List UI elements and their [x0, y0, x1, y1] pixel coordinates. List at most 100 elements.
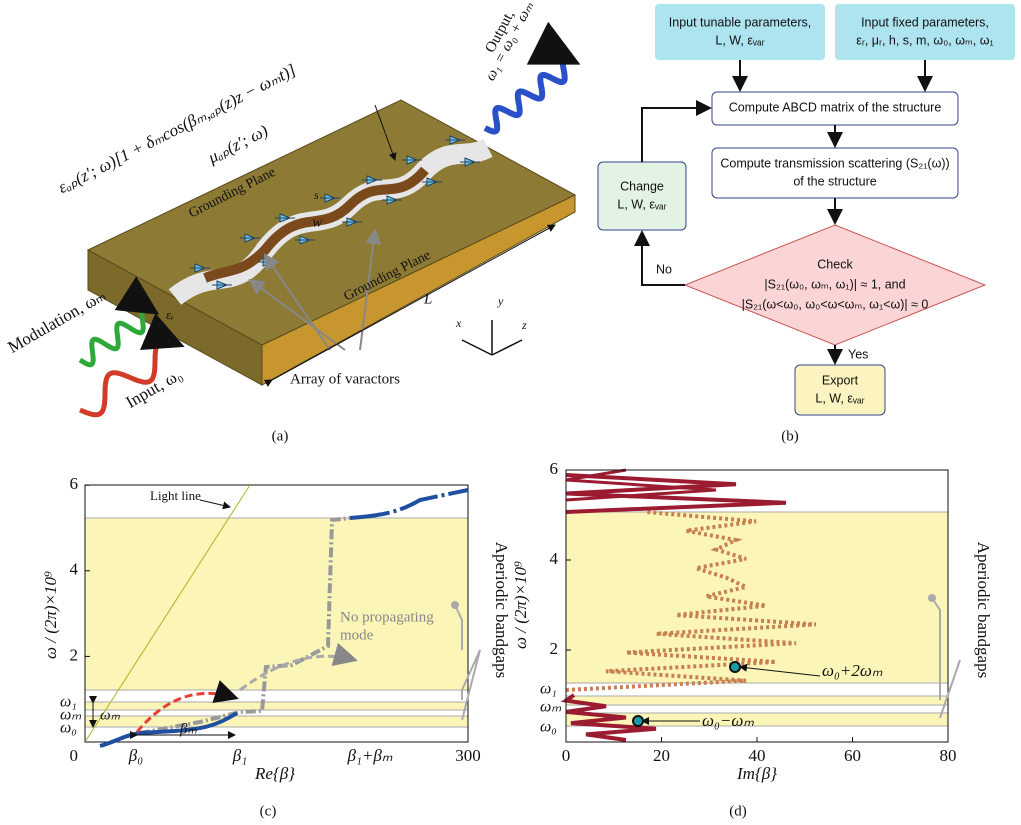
transition: [135, 680, 239, 733]
leader: [939, 659, 961, 719]
axes-frame: [84, 484, 469, 743]
node-box: [794, 364, 886, 416]
panel-a: Output, ω₁ = ω₀ + ωₘ εₐₚ(z′; ω)[1 + δₘco…: [4, 0, 581, 444]
node-text: Compute transmission scattering (S₂₁(ω)): [720, 156, 949, 170]
waveguide-core: [203, 166, 429, 283]
x-tick-label: 80: [940, 746, 957, 765]
arrow: [641, 100, 712, 162]
s-label: s: [314, 188, 319, 202]
frequency-label: ω₀: [60, 720, 77, 737]
wave: [78, 276, 160, 368]
panel-label: (a): [272, 428, 289, 444]
panel-b: Input tunable parameters, L, W, εᵥₐᵣ Input…: [597, 4, 1015, 444]
y-tick-label: 2: [70, 645, 79, 664]
axis: [491, 339, 523, 356]
no-label: No: [656, 262, 672, 276]
node-text: Input fixed parameters,: [861, 15, 989, 29]
x-axis-label: Im{β}: [736, 764, 777, 783]
annotation: No propagating: [340, 609, 434, 625]
annotation: Light line: [150, 488, 201, 503]
frequency-label: ωₘ: [540, 699, 561, 716]
bandgap: [565, 511, 949, 684]
y-tick-label: 0: [70, 746, 79, 765]
panel-label: (d): [729, 803, 747, 819]
node-text: L, W, εᵥₐᵣ: [815, 391, 864, 405]
beta-label: β₁+βₘ: [347, 746, 393, 765]
arrow: [739, 663, 821, 677]
leader-dot: [451, 601, 459, 609]
y-tick-label: 6: [550, 459, 559, 478]
node-text: Check: [817, 257, 853, 271]
frequency-label: ω₀: [540, 719, 557, 736]
frequency-label: ω₁: [540, 681, 557, 698]
curve: [560, 693, 657, 742]
axis: [461, 339, 493, 356]
frequency-label: ω₁: [60, 694, 77, 711]
leader: [461, 649, 481, 721]
y-tick-label: 2: [550, 639, 559, 658]
x-tick-label: 300: [455, 746, 481, 765]
node-text: of the structure: [793, 174, 876, 188]
bandgap: [84, 715, 469, 728]
node-text: L, W, εᵥₐᵣ: [617, 197, 666, 211]
axis-z: z: [521, 318, 527, 332]
bandgap: [84, 517, 469, 691]
arrow: [374, 104, 397, 161]
annotation: ω₀+2ωₘ: [822, 661, 883, 680]
node-box: [597, 161, 687, 231]
marker: [729, 661, 741, 673]
curve: [139, 516, 351, 735]
marker: [632, 715, 644, 727]
annotation: ωₘ: [100, 707, 121, 723]
curve: [565, 468, 717, 502]
leader: [461, 649, 481, 700]
annotation: mode: [340, 627, 374, 643]
beta-label: β₀: [128, 746, 143, 765]
arrow: [634, 230, 685, 286]
varactor-label: Array of varactors: [290, 371, 400, 387]
node-box: [835, 4, 1015, 60]
wave: [483, 21, 581, 135]
node-text: |S₂₁(ω<ω₀, ω₀<ω<ωₘ, ω₁<ω)| ≈ 0: [742, 297, 929, 311]
panel-label: (b): [781, 428, 799, 444]
node-text: Export: [822, 373, 859, 387]
node-text: |S₂₁(ω₀, ωₘ, ω₁)| ≈ 1, and: [764, 277, 905, 291]
yes-label: Yes: [848, 347, 868, 361]
y-tick-label: 6: [70, 474, 79, 493]
annotation: βₘ: [179, 721, 197, 737]
curve: [349, 488, 469, 520]
beta-label: β₁: [232, 746, 247, 765]
node-text: εᵣ, μᵣ, h, s, m, ω₀, ωₘ, ω₁: [856, 33, 993, 47]
light-line: [84, 484, 251, 743]
y-axis-label: ω / (2π)×10⁹: [41, 571, 60, 659]
x-axis-label: Re{β}: [254, 764, 295, 783]
waves: [78, 21, 581, 418]
y-tick-label: 4: [550, 549, 559, 568]
node-text: Change: [620, 179, 664, 193]
leader: [454, 604, 463, 650]
x-tick-label: 20: [653, 746, 670, 765]
annotation: Aperiodic bandgaps: [492, 542, 511, 678]
length-arrow: [263, 224, 556, 387]
axis-y: y: [497, 294, 504, 308]
wave: [79, 313, 185, 418]
panel-label: (c): [260, 803, 277, 819]
node-text: L, W, εᵥₐᵣ: [715, 33, 764, 47]
axis-x: x: [455, 316, 462, 330]
node-box: [655, 4, 825, 60]
frequency-label: ωₘ: [60, 707, 81, 724]
y-axis-label: ω / (2π)×10⁹: [511, 561, 530, 649]
node-text: Input tunable parameters,: [669, 15, 811, 29]
x-tick-label: 40: [749, 746, 766, 765]
leader-dot: [928, 594, 936, 602]
y-tick-label: 4: [70, 560, 79, 579]
node-text: Compute ABCD matrix of the structure: [729, 100, 942, 114]
bandgap: [565, 695, 949, 706]
leader: [931, 597, 941, 700]
annotation: Aperiodic bandgaps: [974, 542, 993, 678]
transition: [239, 642, 358, 692]
curve: [565, 510, 817, 692]
